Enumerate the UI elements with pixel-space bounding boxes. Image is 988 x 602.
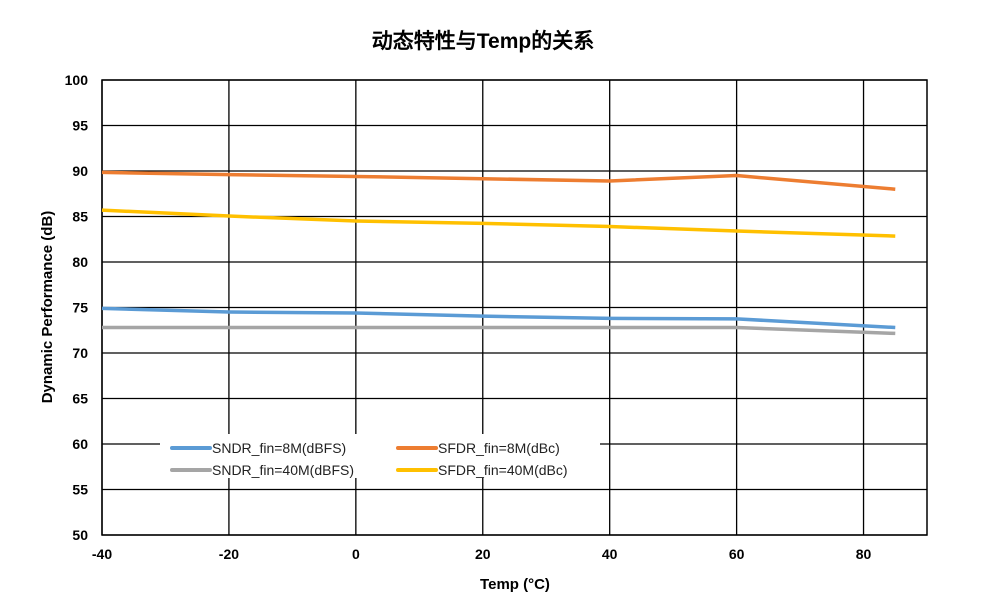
series-line-sndr-fin-40m-dbfs- (102, 325, 896, 336)
y-tick-label: 55 (72, 482, 88, 498)
legend-label: SNDR_fin=8M(dBFS) (212, 440, 346, 456)
series-line-sfdr-fin-40m-dbc- (101, 208, 896, 238)
legend-label: SNDR_fin=40M(dBFS) (212, 462, 354, 478)
y-tick-label: 80 (72, 254, 88, 270)
y-tick-label: 60 (72, 436, 88, 452)
x-tick-label: -20 (219, 546, 239, 562)
y-axis-label: Dynamic Performance (dB) (39, 211, 56, 404)
chart-title: 动态特性与Temp的关系 (372, 29, 594, 53)
series-line-sfdr-fin-8m-dbc- (101, 170, 896, 191)
y-tick-label: 65 (72, 391, 88, 407)
tick-labels: 50 55 60 65 70 75 80 85 90 95 100 -40 -20 0 20 40 60 80 (65, 72, 872, 562)
x-tick-label: 80 (856, 546, 872, 562)
y-tick-label: 95 (72, 118, 88, 134)
x-tick-label: -40 (92, 546, 112, 562)
x-tick-label: 60 (729, 546, 745, 562)
plot-area-border (101, 79, 928, 536)
y-tick-label: 100 (65, 72, 89, 88)
series-line-sndr-fin-8m-dbfs- (101, 306, 896, 330)
y-tick-label: 70 (72, 345, 88, 361)
y-tick-label: 75 (72, 300, 88, 316)
y-tick-label: 50 (72, 527, 88, 543)
x-axis-label: Temp (°C) (480, 576, 550, 593)
y-tick-label: 90 (72, 163, 88, 179)
x-tick-label: 40 (602, 546, 618, 562)
y-tick-label: 85 (72, 209, 88, 225)
legend: SNDR_fin=8M(dBFS) SFDR_fin=8M(dBc) SNDR_fi… (160, 434, 600, 478)
legend-label: SFDR_fin=8M(dBc) (438, 440, 560, 456)
series-lines (101, 170, 896, 336)
legend-background (160, 434, 600, 478)
x-tick-label: 20 (475, 546, 491, 562)
x-tick-label: 0 (352, 546, 360, 562)
legend-label: SFDR_fin=40M(dBc) (438, 462, 568, 478)
